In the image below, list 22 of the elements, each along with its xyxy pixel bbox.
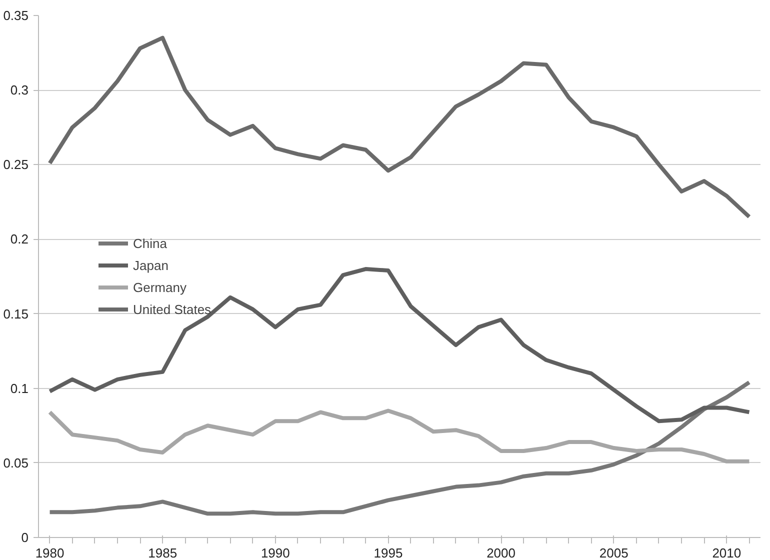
y-tick-label: 0.35 bbox=[3, 8, 29, 23]
x-tick-label: 2005 bbox=[599, 546, 628, 560]
x-tick-label: 1980 bbox=[35, 546, 64, 560]
line-series bbox=[48, 408, 752, 464]
y-tick-label: 0.25 bbox=[3, 157, 29, 172]
legend-label: United States bbox=[133, 302, 212, 316]
y-tick-label: 0.05 bbox=[3, 455, 29, 470]
line-series bbox=[48, 36, 752, 219]
x-tick-label: 1985 bbox=[148, 546, 178, 560]
line-series bbox=[48, 380, 752, 516]
y-tick-label: 0.3 bbox=[10, 82, 29, 98]
y-tick-label: 0.15 bbox=[3, 306, 29, 322]
legend-label: Japan bbox=[133, 258, 168, 272]
y-tick-label: 0.2 bbox=[10, 232, 29, 247]
x-tick-label: 2010 bbox=[712, 546, 742, 560]
legend-label: Germany bbox=[133, 280, 186, 294]
x-tick-label: 1990 bbox=[260, 546, 290, 560]
y-tick-label: 0.1 bbox=[10, 380, 29, 396]
x-tick-label: 2000 bbox=[486, 546, 516, 560]
legend-label: China bbox=[133, 236, 167, 250]
x-tick-label: 1995 bbox=[374, 546, 403, 560]
y-tick-label: 0 bbox=[21, 530, 29, 545]
